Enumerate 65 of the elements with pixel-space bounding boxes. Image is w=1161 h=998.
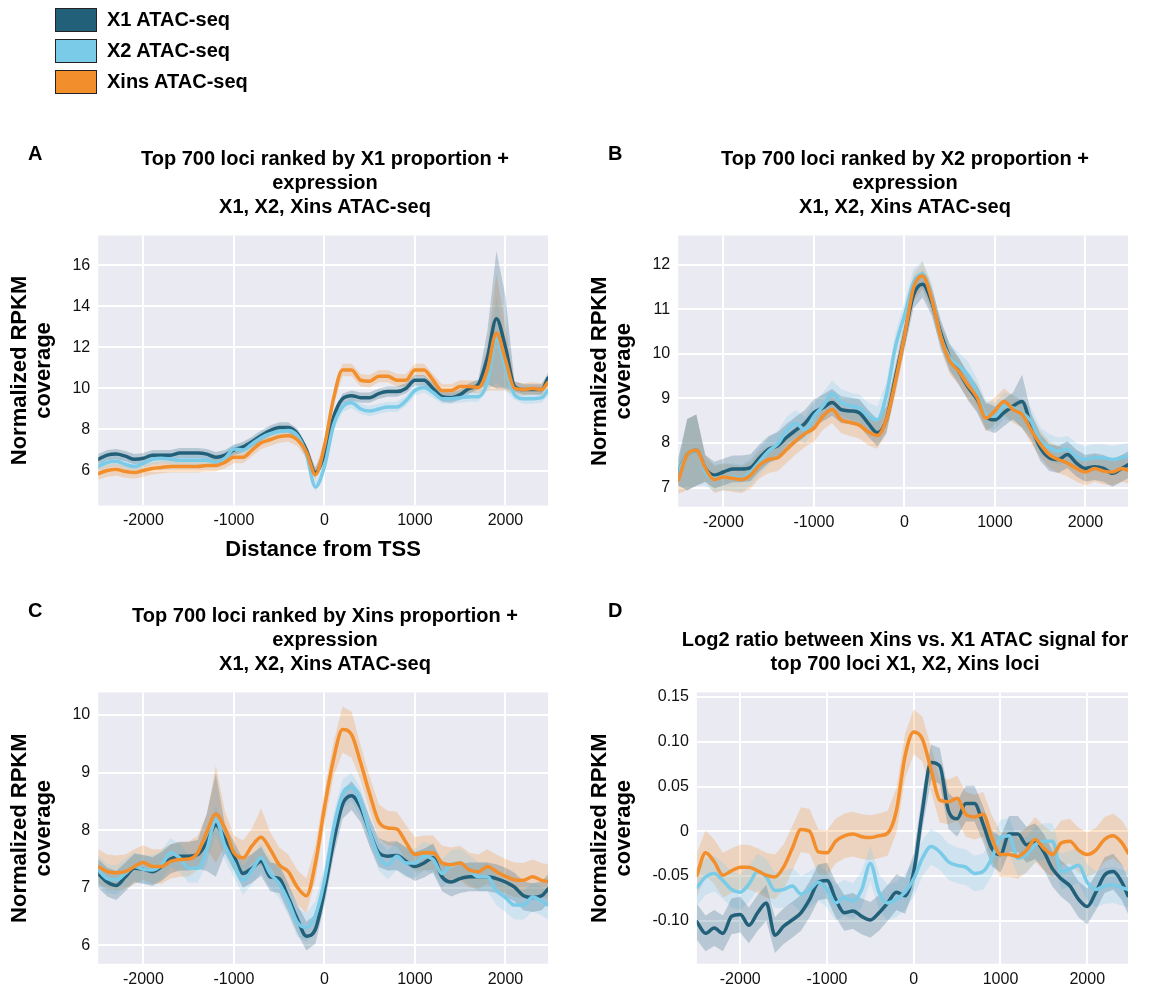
y-tick-label: 11	[653, 299, 671, 317]
x-tick-label: 0	[320, 969, 329, 987]
legend-label: X2 ATAC-seq	[107, 39, 230, 62]
chart-title: Top 700 loci ranked by Xins proportion + expression	[131, 603, 519, 651]
chart-title: Top 700 loci ranked by X2 proportion + expression	[719, 146, 1090, 194]
x-tick-label: 2000	[1069, 969, 1106, 987]
x-tick-label: -1000	[213, 511, 255, 529]
y-tick-label: 0.05	[657, 776, 689, 794]
x-tick-label: -2000	[122, 511, 165, 529]
y-tick-label: 10	[72, 378, 91, 396]
y-axis-title: Normalized RPKM coverage	[586, 276, 636, 466]
x-tick-label: 0	[320, 511, 329, 529]
x-tick-label: -2000	[702, 512, 745, 530]
y-tick-label: 12	[652, 255, 671, 272]
y-tick-label: -0.05	[652, 866, 689, 884]
text: B	[608, 142, 623, 165]
x-tick-label: -1000	[793, 512, 835, 530]
y-tick-label: 0.15	[657, 687, 689, 705]
x-tick-label: 0	[909, 969, 919, 987]
y-tick-label: 8	[81, 419, 91, 437]
chart-subtitle: X1, X2, Xins ATAC-seq	[219, 194, 431, 218]
x-tick-label: 1000	[982, 969, 1019, 987]
chart-subtitle: X1, X2, Xins ATAC-seq	[799, 194, 1011, 218]
chart-subtitle: X1, X2, Xins ATAC-seq	[219, 651, 431, 675]
y-tick-label: 7	[661, 478, 671, 496]
x-tick-label: 0	[900, 512, 909, 530]
line-series	[98, 727, 548, 898]
x-tick-label: -2000	[122, 969, 165, 987]
y-tick-label: 12	[72, 337, 91, 355]
y-tick-label: 8	[661, 433, 671, 451]
y-tick-label: 6	[81, 935, 91, 953]
x-tick-label: 2000	[487, 969, 524, 987]
x-tick-label: 1000	[397, 969, 433, 987]
y-tick-label: 10	[72, 705, 91, 723]
y-tick-label: 6	[81, 460, 91, 478]
x-tick-label: -1000	[213, 969, 255, 987]
x-tick-label: -1000	[806, 969, 848, 987]
x-tick-label: 2000	[1067, 512, 1104, 530]
x-tick-label: 1000	[977, 512, 1013, 530]
y-tick-label: 10	[652, 344, 671, 362]
y-axis-title: Normalized RPKM coverage	[586, 733, 636, 923]
y-tick-label: 7	[81, 878, 91, 896]
y-tick-label: -0.10	[652, 911, 689, 929]
chart-title: Top 700 loci ranked by X1 proportion + expression	[139, 146, 510, 194]
text: D	[608, 599, 623, 622]
legend-label: Xins ATAC-seq	[107, 70, 248, 93]
y-tick-label: 8	[81, 820, 91, 838]
line-series	[696, 834, 1128, 905]
legend-label: X1 ATAC-seq	[107, 8, 230, 31]
x-tick-label: 1000	[397, 511, 433, 529]
line-series	[696, 730, 1128, 879]
y-tick-label: 9	[661, 388, 671, 406]
y-tick-label: 9	[81, 763, 91, 781]
text: A	[28, 142, 43, 165]
y-axis-title: Normalized RPKM coverage	[6, 733, 56, 923]
x-tick-label: -2000	[719, 969, 761, 987]
y-axis-title: Normalized RPKM coverage	[6, 275, 56, 466]
x-tick-label: 2000	[487, 511, 524, 529]
y-tick-label: 0	[679, 821, 689, 839]
x-axis-title: Distance from TSS	[225, 535, 421, 561]
y-tick-label: 16	[72, 255, 91, 273]
text: C	[28, 599, 43, 622]
y-tick-label: 0.10	[657, 732, 689, 750]
chart-title: Log2 ratio between Xins vs. X1 ATAC signal for top 700 loci X1, X2, Xins loci	[680, 627, 1130, 675]
y-tick-label: 14	[72, 296, 91, 314]
